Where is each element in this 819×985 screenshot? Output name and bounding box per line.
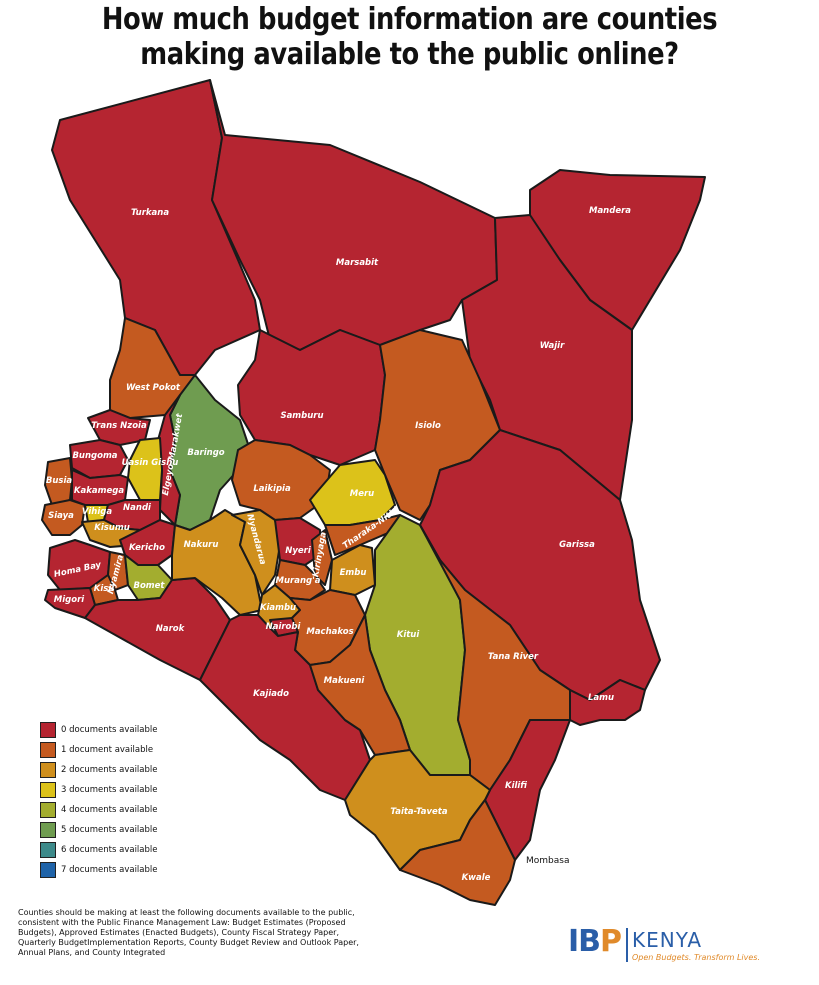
legend-swatch — [40, 742, 56, 758]
county-label-baringo: Baringo — [187, 448, 224, 458]
county-label-trans-nzoia: Trans Nzoia — [91, 421, 147, 431]
county-label-kitui: Kitui — [397, 630, 421, 640]
county-label-bomet: Bomet — [133, 581, 165, 591]
logo-letter-i: I — [568, 924, 579, 959]
county-laikipia[interactable] — [231, 439, 331, 521]
county-label-wajir: Wajir — [540, 341, 565, 351]
mombasa-label: Mombasa — [526, 856, 570, 866]
county-label-makueni: Makueni — [324, 676, 366, 686]
legend-swatch — [40, 782, 56, 798]
county-label-samburu: Samburu — [280, 411, 323, 421]
logo-kenya-text: KENYA — [632, 928, 703, 952]
county-nakuru[interactable] — [171, 509, 263, 616]
county-label-kajiado: Kajiado — [253, 689, 289, 699]
logo-tagline: Open Budgets. Transform Lives. — [632, 953, 761, 962]
legend-swatch — [40, 862, 56, 878]
county-label-kericho: Kericho — [129, 543, 165, 553]
county-label-uasin-gishu: Uasin Gishu — [122, 458, 179, 468]
legend-item: 4 documents available — [40, 800, 158, 820]
county-makueni[interactable] — [309, 614, 411, 756]
county-label-tana-river: Tana River — [488, 652, 539, 662]
ibp-kenya-logo: IBP KENYA Open Budgets. Transform Lives. — [568, 920, 768, 970]
county-siaya[interactable] — [41, 499, 86, 536]
map-title: How much budget information are counties… — [57, 2, 761, 72]
legend-swatch — [40, 802, 56, 818]
county-label-taita-taveta: Taita-Taveta — [390, 807, 447, 817]
logo-letter-b: B — [578, 924, 601, 959]
county-label-laikipia: Laikipia — [253, 484, 291, 494]
county-nyamira[interactable] — [107, 551, 129, 591]
county-kirinyaga[interactable] — [311, 529, 333, 586]
title-line-2: making available to the public online? — [140, 37, 679, 72]
legend-swatch — [40, 762, 56, 778]
county-label-mandera: Mandera — [589, 206, 631, 216]
legend-swatch — [40, 842, 56, 858]
legend-label: 7 documents available — [61, 865, 158, 875]
county-label-muranga: Murang'a — [276, 576, 321, 586]
county-narok[interactable] — [84, 577, 231, 681]
county-label-migori: Migori — [54, 595, 85, 605]
county-label-kisii: Kisii — [94, 584, 115, 594]
county-label-kwale: Kwale — [462, 873, 491, 883]
logo-letter-p: P — [600, 924, 622, 959]
county-label-nakuru: Nakuru — [184, 540, 219, 550]
county-lamu[interactable] — [569, 679, 646, 726]
legend-label: 2 documents available — [61, 765, 158, 775]
legend-label: 1 document available — [61, 745, 154, 755]
legend-item: 6 documents available — [40, 840, 158, 860]
county-uasin-gishu[interactable] — [127, 437, 163, 501]
county-bungoma[interactable] — [69, 439, 129, 479]
county-label-marsabit: Marsabit — [336, 258, 379, 268]
ibp-wordmark: IBP — [568, 924, 622, 959]
county-label-narok: Narok — [156, 624, 186, 634]
county-label-nandi: Nandi — [123, 503, 152, 513]
county-label-lamu: Lamu — [588, 693, 614, 703]
title-line-1: How much budget information are counties — [101, 2, 718, 37]
legend-item: 1 document available — [40, 740, 158, 760]
county-label-nairobi: Nairobi — [266, 622, 302, 632]
county-label-west-pokot: West Pokot — [126, 383, 181, 393]
legend-label: 0 documents available — [61, 725, 158, 735]
county-label-machakos: Machakos — [306, 627, 353, 637]
legend-item: 2 documents available — [40, 760, 158, 780]
legend-label: 4 documents available — [61, 805, 158, 815]
county-label-nyeri: Nyeri — [285, 546, 312, 556]
county-label-busia: Busia — [46, 476, 73, 486]
county-label-vihiga: Vihiga — [82, 507, 112, 517]
legend-item: 3 documents available — [40, 780, 158, 800]
county-label-kilifi: Kilifi — [505, 781, 527, 791]
county-kwale[interactable] — [399, 799, 516, 906]
legend-swatch — [40, 822, 56, 838]
county-label-siaya: Siaya — [48, 511, 74, 521]
county-label-meru: Meru — [350, 489, 374, 499]
legend-label: 5 documents available — [61, 825, 158, 835]
county-label-embu: Embu — [340, 568, 367, 578]
legend-label: 6 documents available — [61, 845, 158, 855]
footnote: Counties should be making at least the f… — [18, 908, 359, 957]
legend-item: 0 documents available — [40, 720, 158, 740]
county-label-kakamega: Kakamega — [74, 486, 124, 496]
legend-swatch — [40, 722, 56, 738]
logo-divider — [626, 928, 628, 962]
legend-item: 5 documents available — [40, 820, 158, 840]
county-label-garissa: Garissa — [559, 540, 595, 550]
county-label-isiolo: Isiolo — [415, 421, 441, 431]
county-label-kiambu: Kiambu — [260, 603, 296, 613]
county-label-turkana: Turkana — [131, 208, 169, 218]
county-label-bungoma: Bungoma — [72, 451, 117, 461]
county-label-kisumu: Kisumu — [94, 523, 130, 533]
legend: 0 documents available 1 document availab… — [40, 720, 158, 880]
county-nyandarua[interactable] — [231, 509, 281, 596]
legend-label: 3 documents available — [61, 785, 158, 795]
legend-item: 7 documents available — [40, 860, 158, 880]
